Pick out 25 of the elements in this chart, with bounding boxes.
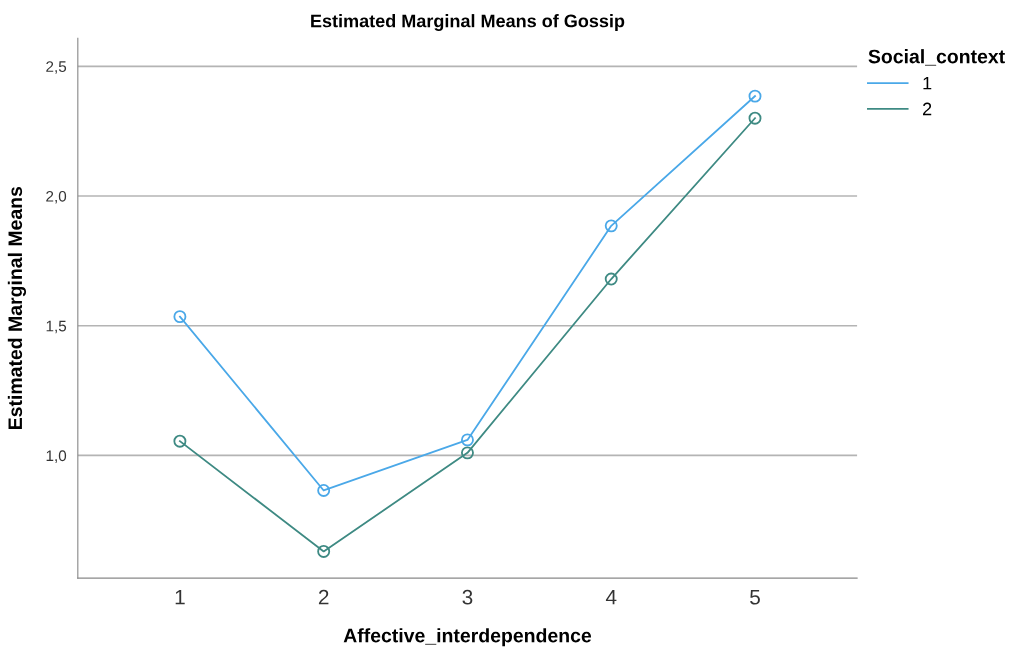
- x-tick-label: 3: [462, 589, 473, 605]
- point: [604, 272, 618, 286]
- x-tick-label: 5: [750, 590, 760, 605]
- point: [460, 446, 474, 460]
- point: [173, 310, 187, 324]
- legend-title: Social_context: [868, 49, 1005, 66]
- x-tick-label: 1: [175, 590, 185, 605]
- chart-title: Estimated Marginal Means of Gossip: [311, 14, 625, 31]
- legend-label: 2: [923, 102, 932, 116]
- x-axis-title: Affective_interdependence: [343, 628, 592, 647]
- point: [317, 544, 331, 558]
- y-tick-label: 2,0: [46, 190, 67, 204]
- point: [173, 434, 187, 448]
- y-tick-label: 1,5: [46, 320, 67, 334]
- point: [604, 219, 618, 233]
- legend-label: 1: [923, 76, 932, 90]
- point: [748, 111, 762, 125]
- y-tick-label: 2,5: [46, 61, 67, 74]
- point: [460, 433, 474, 447]
- point: [748, 89, 762, 103]
- x-tick-label: 4: [605, 590, 617, 605]
- y-axis-title: Estimated Marginal Means: [7, 186, 27, 430]
- point: [317, 484, 331, 497]
- y-tick-label: 1,0: [46, 450, 67, 463]
- x-tick-label: 2: [318, 589, 329, 605]
